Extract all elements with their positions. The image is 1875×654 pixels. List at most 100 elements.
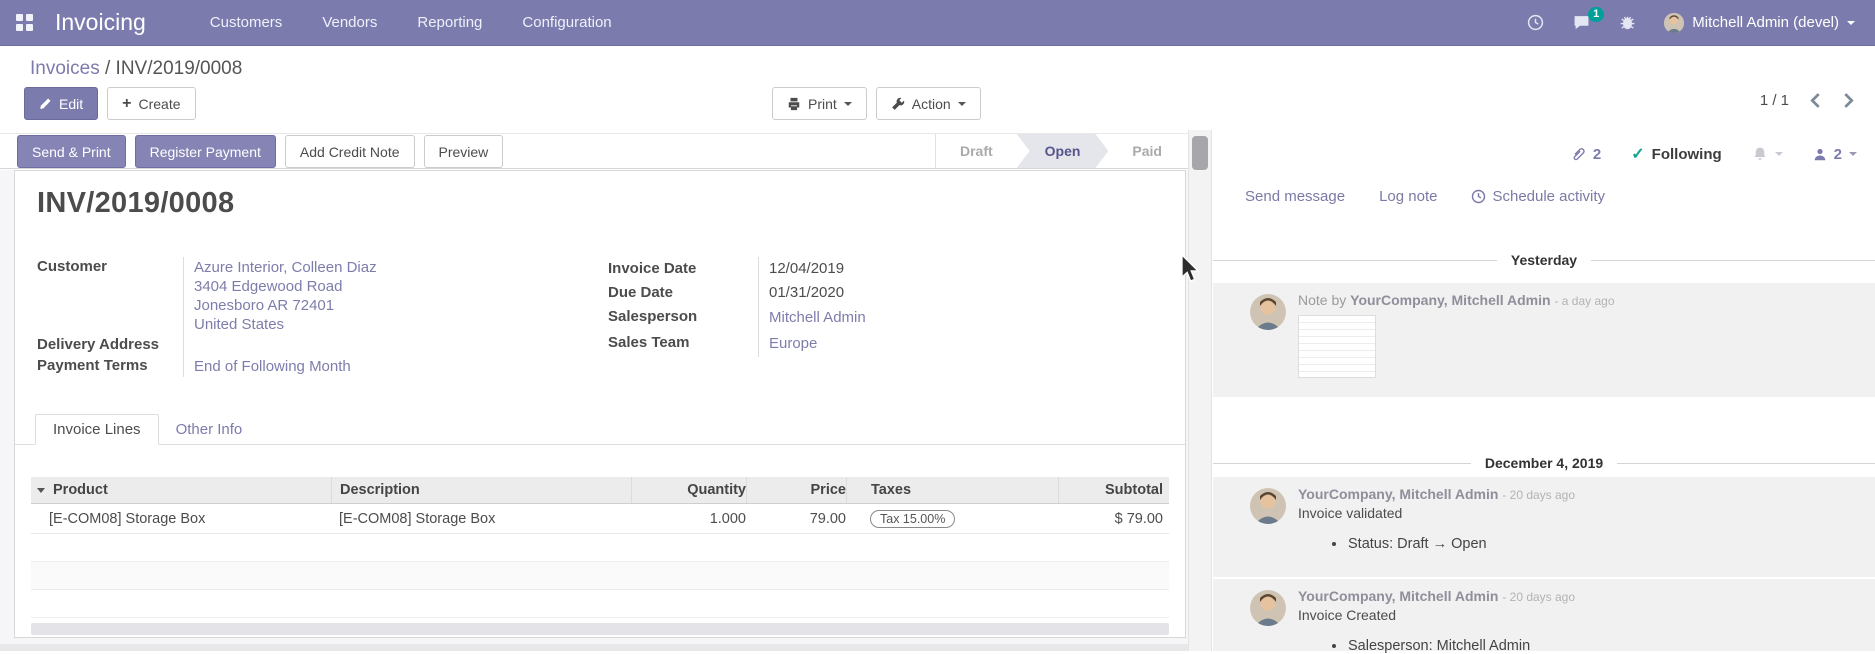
table-row[interactable]: [E-COM08] Storage Box [E-COM08] Storage … xyxy=(31,504,1169,534)
log-note-link[interactable]: Log note xyxy=(1379,188,1438,205)
activities-clock-icon[interactable] xyxy=(1527,14,1544,31)
bullet-icon xyxy=(1332,644,1336,648)
followers-count: 2 xyxy=(1833,145,1842,163)
chatter-message: YourCompany, Mitchell Admin - 20 days ag… xyxy=(1213,477,1875,577)
following-button[interactable]: ✓ Following xyxy=(1631,145,1722,164)
wrench-icon xyxy=(891,97,904,110)
avatar xyxy=(1250,590,1286,626)
salesperson-link[interactable]: Mitchell Admin xyxy=(769,309,866,326)
tracking-value: Status: Draft → Open xyxy=(1332,536,1863,552)
sales-team-label: Sales Team xyxy=(608,334,690,351)
bullet-icon xyxy=(1332,542,1336,546)
create-button[interactable]: + Create xyxy=(107,87,196,120)
customer-value: Azure Interior, Colleen Diaz 3404 Edgewo… xyxy=(183,257,577,335)
delivery-address-label: Delivery Address xyxy=(37,336,160,353)
add-credit-note-button[interactable]: Add Credit Note xyxy=(284,135,415,168)
nav-item-reporting[interactable]: Reporting xyxy=(417,14,483,31)
breadcrumb-current: INV/2019/0008 xyxy=(115,58,243,79)
vertical-scrollbar-track xyxy=(1188,130,1212,651)
header-subtotal: Subtotal xyxy=(1105,482,1163,498)
main-menu: Customers Vendors Reporting Configuratio… xyxy=(210,14,612,31)
tracking-value: Salesperson: Mitchell Admin xyxy=(1332,638,1863,654)
debug-bug-icon[interactable] xyxy=(1619,14,1636,31)
control-panel: Invoices / INV/2019/0008 Edit + Create P… xyxy=(0,46,1875,133)
printer-icon xyxy=(788,97,800,110)
customer-label: Customer xyxy=(37,258,108,275)
plus-icon: + xyxy=(122,94,132,112)
nav-item-vendors[interactable]: Vendors xyxy=(322,14,378,31)
customer-name-link[interactable]: Azure Interior, Colleen Diaz xyxy=(194,259,377,276)
pager-value: 1 / 1 xyxy=(1759,92,1789,109)
tab-other-info[interactable]: Other Info xyxy=(175,421,243,438)
send-message-link[interactable]: Send message xyxy=(1245,188,1346,205)
send-print-button[interactable]: Send & Print xyxy=(17,135,126,168)
chatter-message: YourCompany, Mitchell Admin - 20 days ag… xyxy=(1213,579,1875,654)
notification-bell-button[interactable] xyxy=(1752,146,1783,162)
customer-street-link[interactable]: 3404 Edgewood Road xyxy=(194,278,343,295)
empty-row xyxy=(31,590,1169,618)
app-brand[interactable]: Invoicing xyxy=(55,9,146,35)
followers-button[interactable]: 2 xyxy=(1813,146,1857,163)
customer-city-link[interactable]: Jonesboro AR 72401 xyxy=(194,297,335,314)
pager: 1 / 1 xyxy=(1760,92,1855,109)
avatar xyxy=(1250,488,1286,524)
check-icon: ✓ xyxy=(1631,146,1645,163)
message-time: - 20 days ago xyxy=(1502,590,1576,604)
pager-next-button[interactable] xyxy=(1842,93,1855,108)
field-group-left: Customer Azure Interior, Colleen Diaz 34… xyxy=(37,257,577,377)
horizontal-scrollbar[interactable] xyxy=(31,623,1169,635)
due-date-label: Due Date xyxy=(608,284,674,301)
header-price: Price xyxy=(810,482,846,498)
nav-item-customers[interactable]: Customers xyxy=(209,14,283,31)
sort-caret-icon[interactable] xyxy=(37,487,45,493)
tab-invoice-lines[interactable]: Invoice Lines xyxy=(35,414,159,445)
top-navbar: Invoicing Customers Vendors Reporting Co… xyxy=(0,0,1875,46)
user-menu[interactable]: Mitchell Admin (devel) xyxy=(1664,12,1855,33)
invoice-title: INV/2019/0008 xyxy=(37,187,235,219)
notebook-tabs: Invoice Lines Other Info xyxy=(15,414,1185,445)
attachments-button[interactable]: 2 xyxy=(1571,146,1601,163)
chatter-message-note: Note by YourCompany, Mitchell Admin - a … xyxy=(1213,283,1875,397)
payment-terms-link[interactable]: End of Following Month xyxy=(194,358,351,375)
status-step-open[interactable]: Open xyxy=(1017,134,1109,168)
invoice-date-label: Invoice Date xyxy=(608,260,697,277)
customer-country-link[interactable]: United States xyxy=(194,316,285,333)
status-step-draft[interactable]: Draft xyxy=(959,143,993,159)
paperclip-icon xyxy=(1573,148,1585,161)
apps-menu-icon[interactable] xyxy=(16,14,33,31)
message-author: YourCompany, Mitchell Admin xyxy=(1298,588,1499,604)
chevron-down-icon xyxy=(1849,152,1857,156)
tax-badge: Tax 15.00% xyxy=(870,509,956,528)
messages-count-badge: 1 xyxy=(1588,7,1605,22)
window-bottom-scroll-strip xyxy=(0,644,1188,651)
salesperson-value: Mitchell Admin xyxy=(758,305,1038,331)
chevron-down-icon xyxy=(1847,20,1855,25)
avatar xyxy=(1250,294,1286,330)
cell-product: [E-COM08] Storage Box xyxy=(49,510,206,527)
cell-subtotal: $ 79.00 xyxy=(1114,510,1163,527)
breadcrumb-invoices-link[interactable]: Invoices xyxy=(30,58,100,79)
status-step-paid[interactable]: Paid xyxy=(1132,143,1162,159)
header-quantity: Quantity xyxy=(687,482,746,498)
register-payment-button[interactable]: Register Payment xyxy=(134,135,276,168)
attachments-count: 2 xyxy=(1592,145,1602,163)
sales-team-link[interactable]: Europe xyxy=(769,335,818,352)
preview-button[interactable]: Preview xyxy=(423,135,504,168)
table-header-row: Product Description Quantity Price Taxes… xyxy=(31,477,1169,504)
messages-icon[interactable]: 1 xyxy=(1572,7,1605,31)
nav-item-configuration[interactable]: Configuration xyxy=(522,14,612,31)
action-button[interactable]: Action xyxy=(875,87,981,120)
breadcrumb-separator: / xyxy=(104,58,111,79)
header-product: Product xyxy=(53,482,108,498)
field-group-right: Invoice Date 12/04/2019 Due Date 01/31/2… xyxy=(608,257,1038,357)
vertical-scrollbar-thumb[interactable] xyxy=(1192,136,1208,170)
message-time: - a day ago xyxy=(1554,294,1615,308)
pager-previous-button[interactable] xyxy=(1809,93,1822,108)
delivery-address-value xyxy=(183,335,577,356)
attachment-preview-thumbnail[interactable] xyxy=(1298,315,1376,378)
schedule-activity-link[interactable]: Schedule activity xyxy=(1471,188,1605,205)
print-button[interactable]: Print xyxy=(772,87,867,120)
salesperson-label: Salesperson xyxy=(608,308,698,325)
edit-button[interactable]: Edit xyxy=(24,87,99,120)
empty-row xyxy=(31,562,1169,590)
